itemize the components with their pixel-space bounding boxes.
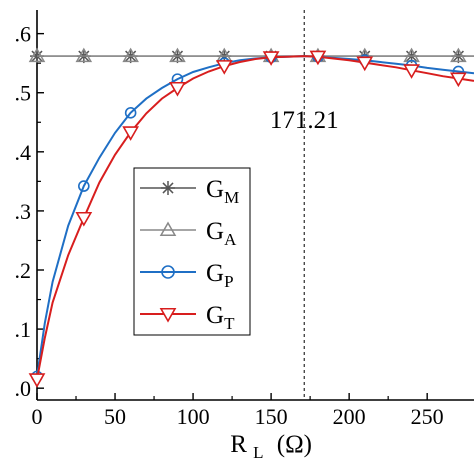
y-tick-label: .0 [15,376,32,401]
legend-label-subscript: A [224,230,237,249]
series-GP [31,50,474,383]
legend-label: GT [206,302,235,333]
x-tick-label: 100 [177,404,210,429]
triangle-down-marker [122,126,140,141]
triangle-up-marker [450,47,467,63]
legend-item: GP [140,260,234,291]
triangle-down-marker [169,81,186,97]
legend-item: GT [140,302,235,333]
legend-label: GA [206,218,237,249]
y-tick-label: .6 [15,22,32,47]
triangle-up-marker [75,47,93,63]
y-tick-label: .4 [15,140,32,165]
triangle-up-marker [159,221,177,236]
triangle-down-marker [75,211,93,227]
x-axis-label-unit: (Ω) [277,431,312,458]
circle-marker [78,180,90,192]
legend-label-main: G [206,260,224,287]
triangle-down-marker [450,72,467,88]
legend-label-subscript: T [224,314,235,333]
x-axis-ticks: 0 50 100 150 200 250 [32,393,444,429]
triangle-down-marker [356,56,374,72]
circle-marker [161,265,175,279]
x-tick-label: 50 [104,404,126,429]
x-axis-label-subscript: L [253,443,263,462]
legend-label-subscript: P [224,272,233,291]
legend-label-main: G [206,176,224,203]
series-group [28,47,474,388]
legend-item: GA [140,218,237,249]
y-tick-label: .2 [15,258,32,283]
triangle-down-marker [262,51,280,66]
legend-label-main: G [206,218,224,245]
y-tick-label: .3 [15,199,32,224]
x-tick-label: 150 [255,404,288,429]
series-line [36,55,474,377]
triangle-up-marker [28,47,46,63]
legend-label: GP [206,260,234,291]
circle-marker [124,107,137,119]
axes [36,10,474,401]
y-tick-label: .5 [15,81,32,106]
x-axis-label-main: R [230,431,247,458]
triangle-down-marker [309,50,327,66]
legend-item: GM [140,176,239,207]
triangle-down-marker [215,60,233,75]
asterisk-marker [161,181,175,195]
y-axis-ticks: .0 .1 .2 .3 .4 .5 .6 [15,22,44,401]
triangle-down-marker [159,307,177,323]
triangle-up-marker [122,47,139,63]
triangle-up-marker [169,47,186,63]
legend-label: GM [206,176,239,207]
legend-label-subscript: M [224,188,239,207]
x-tick-label: 0 [32,404,43,429]
series-GT [28,50,474,388]
legend-box [133,167,251,336]
triangle-down-marker [28,373,46,388]
series-line [36,55,474,380]
x-axis-label: R L (Ω) [230,431,312,464]
triangle-down-marker [403,64,420,79]
reference-line-label: 171.21 [270,107,339,134]
y-tick-label: .1 [15,317,32,342]
legend-label-main: G [206,302,224,329]
x-tick-label: 250 [411,404,444,429]
x-tick-label: 200 [333,404,366,429]
